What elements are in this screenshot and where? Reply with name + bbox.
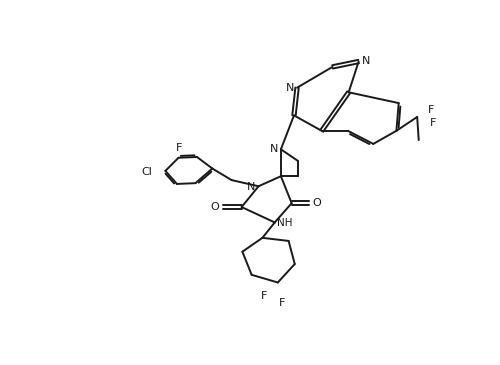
Text: F: F — [260, 291, 267, 301]
Text: N: N — [362, 56, 370, 66]
Text: F: F — [176, 143, 182, 153]
Text: N: N — [286, 84, 294, 93]
Text: O: O — [312, 198, 321, 208]
Text: F: F — [428, 105, 434, 115]
Text: N: N — [270, 144, 278, 154]
Text: N: N — [247, 182, 256, 192]
Text: NH: NH — [277, 218, 292, 228]
Text: Cl: Cl — [142, 166, 152, 177]
Text: F: F — [430, 118, 436, 128]
Text: O: O — [210, 202, 220, 212]
Text: F: F — [280, 297, 285, 308]
